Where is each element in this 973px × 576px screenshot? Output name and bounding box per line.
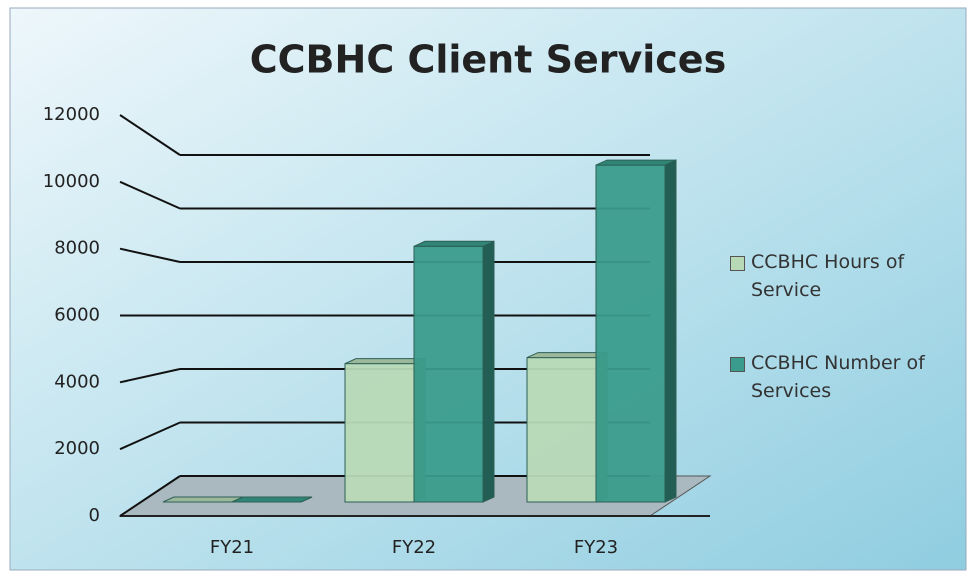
y-tick-label: 10000 <box>43 171 100 192</box>
bar-side <box>482 240 495 503</box>
bar-top <box>595 159 677 166</box>
legend-item: CCBHC Hours of Service <box>730 248 930 304</box>
legend-label: CCBHC Hours of Service <box>751 251 905 301</box>
bar <box>344 363 415 503</box>
chart-title: CCBHC Client Services <box>250 38 726 82</box>
tick-line <box>119 180 181 210</box>
legend-swatch <box>730 256 745 271</box>
x-tick-label: FY23 <box>574 537 618 558</box>
bar-side <box>664 159 677 503</box>
tick-line <box>119 421 181 451</box>
y-tick-label: 8000 <box>54 238 100 259</box>
bar-top <box>344 358 426 365</box>
tick-line <box>119 475 181 517</box>
x-tick-label: FY21 <box>210 537 254 558</box>
y-tick-label: 0 <box>89 505 100 526</box>
bar <box>413 245 484 503</box>
x-tick-label: FY22 <box>392 537 436 558</box>
bar-top <box>231 496 313 503</box>
legend-swatch <box>730 357 745 372</box>
bar <box>595 164 666 503</box>
bar <box>526 357 597 503</box>
legend-item: CCBHC Number of Services <box>730 349 930 405</box>
legend-label: CCBHC Number of Services <box>751 352 925 402</box>
bar-top <box>413 240 495 247</box>
y-tick-label: 6000 <box>54 305 100 326</box>
bar-top <box>162 496 244 503</box>
tick-line <box>119 114 181 156</box>
tick-line <box>119 368 181 384</box>
y-tick-label: 4000 <box>54 371 100 392</box>
y-tick-label: 12000 <box>43 104 100 125</box>
tick-line <box>119 247 181 263</box>
y-tick-label: 2000 <box>54 438 100 459</box>
bar-top <box>526 352 608 359</box>
